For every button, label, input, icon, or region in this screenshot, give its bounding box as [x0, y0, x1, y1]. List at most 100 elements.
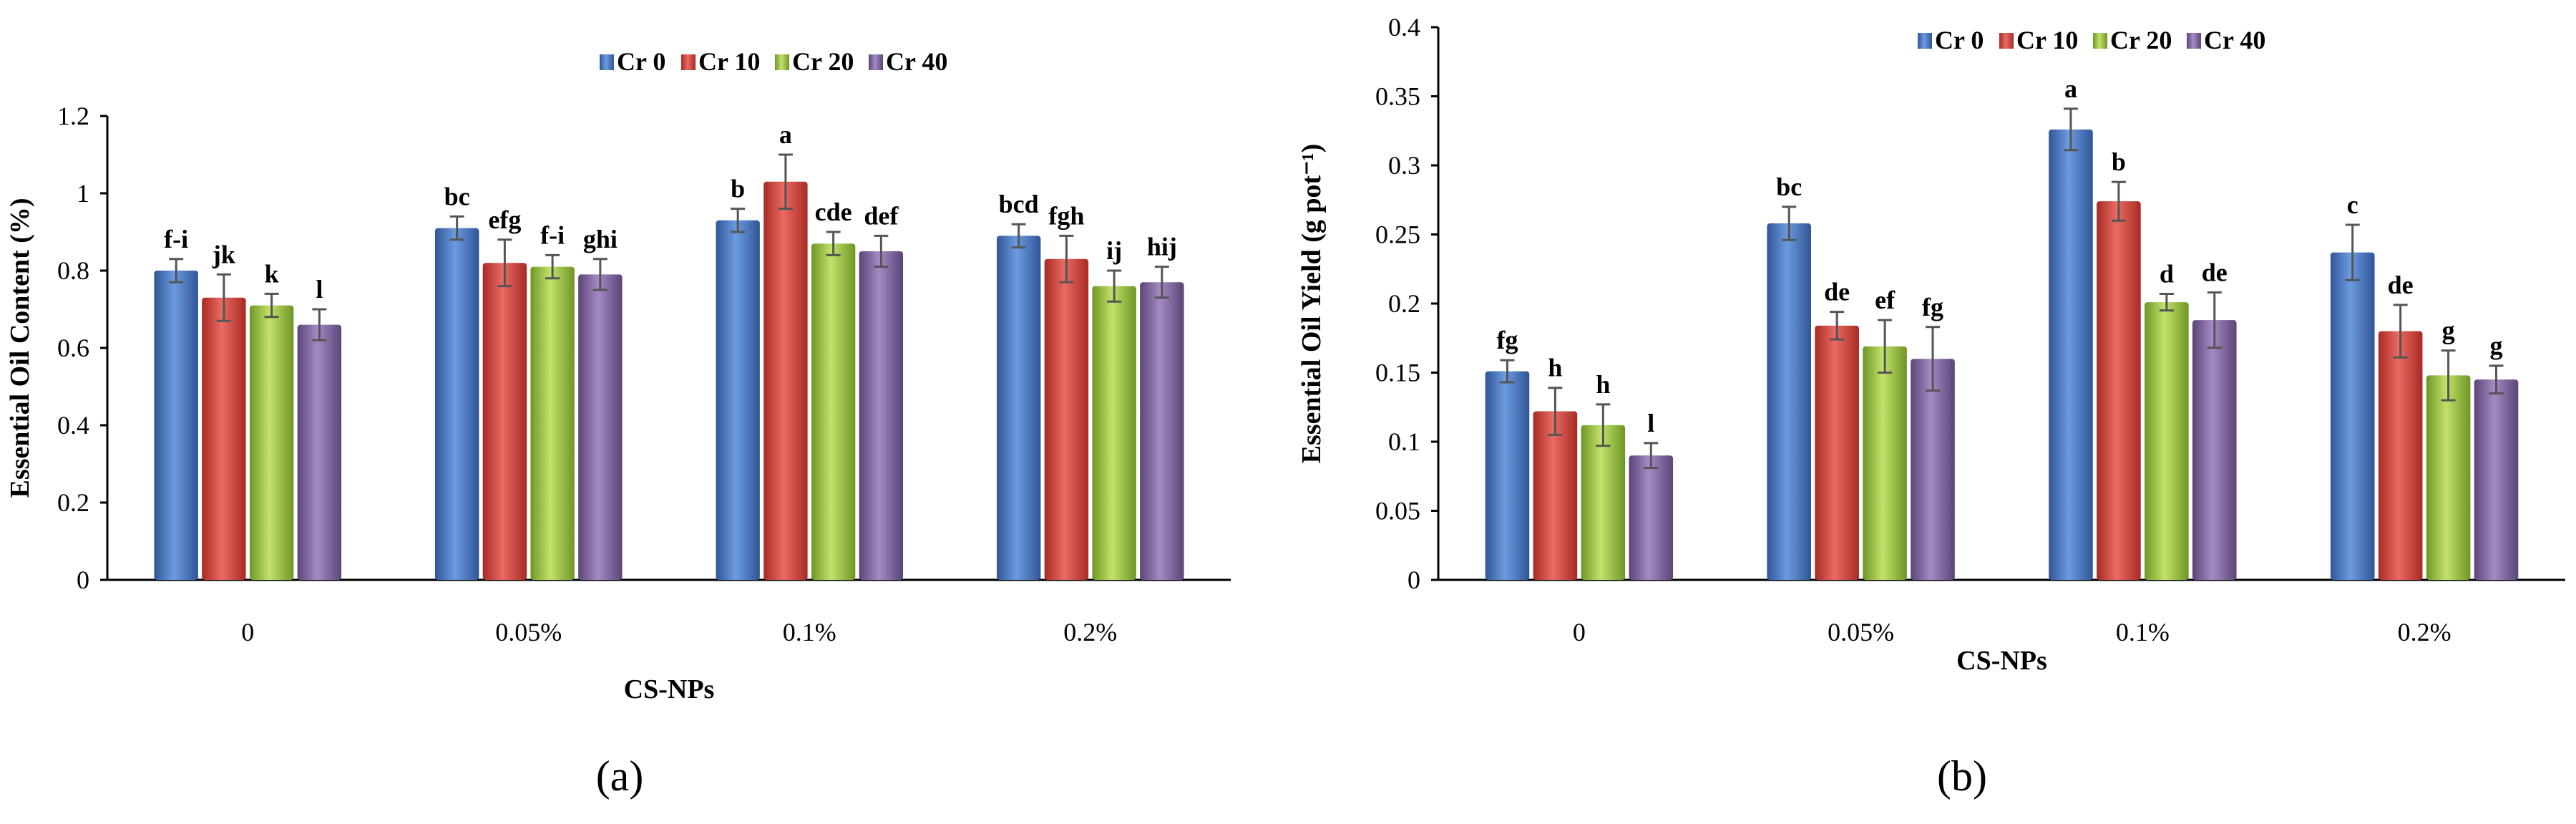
significance-letter: b [731, 175, 745, 203]
y-tick-label: 0.15 [1375, 359, 1420, 387]
bar [859, 251, 904, 580]
significance-letter: d [2160, 259, 2174, 288]
legend-swatch [600, 54, 614, 70]
bar [996, 236, 1041, 580]
significance-letter: fg [1922, 293, 1943, 321]
significance-letter: h [1596, 370, 1610, 399]
significance-letter: g [2442, 316, 2455, 345]
bar [202, 297, 246, 580]
bar [2049, 129, 2093, 580]
significance-letter: de [2202, 258, 2228, 287]
significance-letter: de [1824, 278, 1850, 306]
x-tick-label: 0 [241, 618, 254, 646]
y-tick-label: 0.2 [57, 488, 89, 517]
bar [763, 181, 808, 581]
y-tick-label: 0 [1407, 566, 1420, 594]
y-tick-label: 0 [77, 566, 89, 594]
bar [2474, 379, 2519, 580]
x-tick-label: 0.1% [2116, 618, 2170, 646]
significance-letter: hij [1147, 233, 1177, 261]
y-tick-label: 0.8 [57, 256, 89, 285]
bar [1485, 371, 1530, 580]
legend-label: Cr 0 [617, 47, 665, 76]
significance-letter: ghi [583, 225, 618, 253]
significance-letter: cde [815, 198, 852, 226]
y-tick-label: 0.35 [1375, 82, 1420, 111]
legend-label: Cr 40 [886, 47, 947, 76]
bar [2097, 201, 2141, 580]
x-tick-label: 0.1% [783, 618, 836, 646]
legend-swatch [681, 54, 696, 70]
significance-letter: h [1548, 354, 1562, 382]
chart-panel-b: 0 0.05 0.1 0.15 0.2 0.25 0.3 0.35 0.4 Essential O… [1297, 13, 2565, 800]
y-axis-title: Essential Oil Yield (g pot⁻¹) [1297, 144, 1327, 464]
legend-label: Cr 10 [2016, 26, 2078, 54]
bar [811, 243, 856, 580]
x-axis-title: CS-NPs [624, 674, 715, 704]
significance-letter: jk [212, 240, 235, 268]
x-tick-label: 0.2% [2398, 618, 2451, 646]
y-tick-label: 0.6 [57, 334, 89, 362]
legend-swatch [1999, 33, 2014, 49]
significance-letter: f-i [164, 225, 188, 253]
significance-letter: bcd [999, 190, 1039, 218]
bar [1044, 258, 1089, 580]
legend-swatch [1918, 33, 1932, 49]
significance-letter: ef [1875, 286, 1896, 314]
bar [482, 263, 527, 580]
legend-swatch [869, 54, 883, 70]
panel-label: (b) [1937, 752, 1987, 800]
bar [1092, 286, 1136, 580]
legend-swatch [775, 54, 789, 70]
significance-letter: k [265, 259, 279, 288]
bar [578, 274, 623, 580]
bar [2145, 302, 2189, 580]
x-tick-label: 0.05% [495, 618, 562, 646]
significance-letter: ij [1106, 236, 1122, 265]
bar [1767, 223, 1812, 580]
bar [297, 324, 342, 580]
significance-letter: b [2112, 147, 2126, 176]
bar [154, 271, 198, 580]
bar [2378, 331, 2423, 580]
significance-letter: c [2347, 190, 2358, 219]
significance-letter: f-i [540, 220, 565, 249]
y-tick-label: 0.4 [1388, 13, 1420, 42]
legend-label: Cr 0 [1935, 26, 1984, 54]
bar [1140, 282, 1184, 580]
significance-letter: l [1647, 409, 1654, 437]
legend-label: Cr 20 [2110, 26, 2172, 54]
significance-letter: def [864, 201, 899, 230]
bar [530, 266, 575, 580]
legend-swatch [2093, 33, 2107, 49]
legend-label: Cr 10 [698, 47, 760, 76]
y-tick-label: 0.2 [1388, 289, 1420, 318]
x-tick-label: 0 [1573, 618, 1586, 646]
y-tick-label: 0.3 [1388, 151, 1420, 180]
significance-letter: a [2064, 74, 2077, 103]
bar [1629, 455, 1674, 580]
y-tick-label: 0.4 [57, 411, 89, 440]
bar [1911, 359, 1955, 580]
y-tick-label: 0.25 [1375, 220, 1420, 249]
significance-letter: a [779, 120, 792, 149]
legend-label: Cr 20 [792, 47, 854, 76]
significance-letter: bc [444, 182, 470, 210]
significance-letter: bc [1776, 173, 1802, 201]
y-tick-label: 1.2 [57, 102, 89, 130]
significance-letter: fg [1496, 326, 1518, 354]
y-tick-label: 0.1 [1388, 427, 1420, 456]
significance-letter: de [2388, 271, 2414, 299]
bar [1863, 346, 1907, 580]
y-tick-label: 1 [77, 179, 89, 208]
x-tick-label: 0.05% [1828, 618, 1894, 646]
legend-swatch [2187, 33, 2201, 49]
bar [2192, 320, 2237, 580]
chart-panel-a: 0 0.2 0.4 0.6 0.8 1 1.2 Essential Oil Content (… [5, 47, 1231, 800]
x-axis-title: CS-NPs [1956, 646, 2047, 676]
bar [1581, 425, 1626, 580]
significance-letter: fgh [1048, 201, 1084, 230]
bar [1533, 411, 1578, 580]
bar [716, 220, 760, 580]
